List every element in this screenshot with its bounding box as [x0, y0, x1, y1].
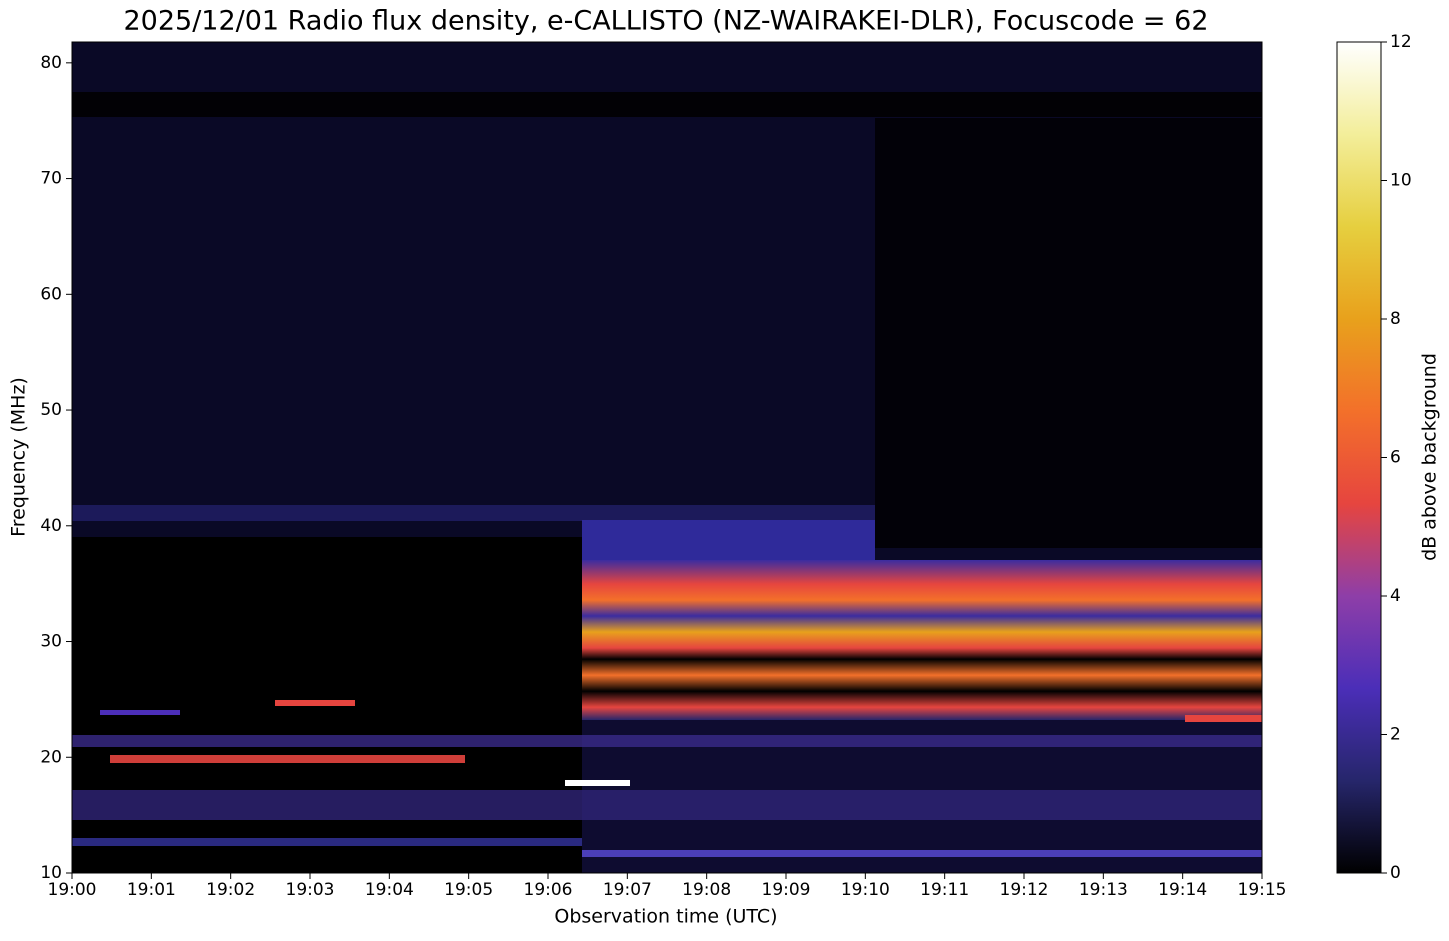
y-tick-label: 50	[40, 400, 62, 420]
y-tick-label: 60	[40, 284, 62, 304]
colorbar	[1336, 41, 1382, 874]
colorbar-tick-label: 8	[1390, 309, 1401, 329]
chart-title: 2025/12/01 Radio flux density, e-CALLIST…	[123, 6, 1208, 37]
x-tick-label: 19:02	[206, 880, 255, 900]
y-tick-label: 80	[40, 53, 62, 73]
x-tick-label: 19:10	[841, 880, 890, 900]
colorbar-label: dB above background	[1419, 353, 1441, 561]
y-tick-label: 70	[40, 169, 62, 189]
colorbar-tick-label: 12	[1390, 32, 1412, 52]
x-tick-label: 19:05	[444, 880, 493, 900]
x-tick-label: 19:01	[127, 880, 176, 900]
y-tick-label: 10	[40, 863, 62, 883]
spectrogram	[72, 42, 1262, 873]
x-tick-label: 19:11	[920, 880, 969, 900]
colorbar-tick-label: 0	[1390, 863, 1401, 883]
x-tick-label: 19:09	[762, 880, 811, 900]
y-tick-label: 20	[40, 747, 62, 767]
x-axis-label: Observation time (UTC)	[554, 906, 777, 928]
x-tick-label: 19:00	[48, 880, 97, 900]
colorbar-tick-label: 10	[1390, 171, 1412, 191]
plot-frame	[71, 41, 1263, 874]
x-tick-label: 19:12	[1000, 880, 1049, 900]
x-tick-label: 19:03	[286, 880, 335, 900]
x-tick-label: 19:15	[1238, 880, 1287, 900]
y-tick-label: 30	[40, 632, 62, 652]
colorbar-tick-label: 2	[1390, 725, 1401, 745]
y-axis-label: Frequency (MHz)	[8, 377, 30, 537]
y-tick-label: 40	[40, 516, 62, 536]
colorbar-tick-label: 4	[1390, 586, 1401, 606]
x-tick-label: 19:14	[1158, 880, 1207, 900]
colorbar-tick-label: 6	[1390, 448, 1401, 468]
x-tick-label: 19:06	[524, 880, 573, 900]
x-tick-label: 19:08	[682, 880, 731, 900]
x-tick-label: 19:07	[603, 880, 652, 900]
x-tick-label: 19:04	[365, 880, 414, 900]
x-tick-label: 19:13	[1079, 880, 1128, 900]
